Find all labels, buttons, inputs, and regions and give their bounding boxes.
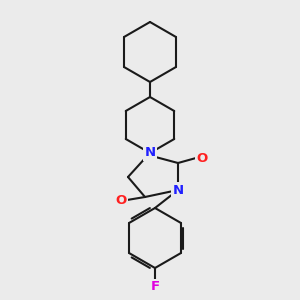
Text: N: N xyxy=(144,146,156,160)
Text: O: O xyxy=(116,194,127,206)
Text: N: N xyxy=(172,184,184,196)
Text: F: F xyxy=(150,280,160,293)
Text: O: O xyxy=(196,152,208,164)
